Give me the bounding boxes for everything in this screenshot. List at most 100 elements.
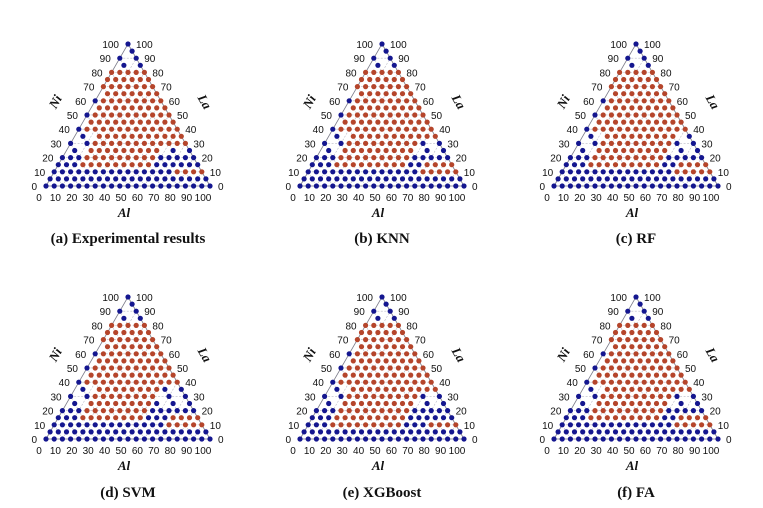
crystalline-point (662, 176, 668, 182)
amorphous-point (600, 365, 606, 371)
amorphous-point (391, 105, 397, 111)
crystalline-point (186, 162, 193, 168)
amorphous-point (371, 322, 377, 328)
amorphous-point (694, 415, 701, 421)
amorphous-point (141, 126, 147, 132)
amorphous-point (600, 155, 606, 161)
crystalline-point (301, 429, 307, 435)
amorphous-point (588, 415, 594, 421)
amorphous-point (621, 91, 627, 97)
amorphous-point (408, 91, 414, 97)
amorphous-point (604, 415, 610, 421)
crystalline-point (658, 436, 664, 442)
tick-label-bottom: 10 (50, 446, 62, 457)
crystalline-point (125, 294, 131, 300)
crystalline-point (387, 183, 393, 189)
tick-label-right: 70 (161, 83, 173, 94)
amorphous-point (166, 112, 172, 118)
crystalline-point (113, 429, 119, 435)
crystalline-point (576, 140, 582, 146)
amorphous-point (100, 126, 106, 132)
crystalline-point (440, 400, 447, 407)
amorphous-point (84, 155, 90, 161)
amorphous-point (141, 393, 147, 399)
crystalline-point (690, 140, 697, 146)
amorphous-point (416, 358, 422, 364)
tick-label-left: 50 (321, 111, 333, 122)
amorphous-point (633, 126, 639, 132)
amorphous-point (158, 365, 164, 371)
crystalline-point (346, 351, 352, 357)
amorphous-point (145, 133, 152, 139)
amorphous-point (367, 162, 373, 168)
crystalline-point (322, 155, 328, 161)
crystalline-point (88, 429, 94, 435)
crystalline-point (576, 422, 582, 428)
amorphous-point (391, 162, 397, 168)
crystalline-point (412, 436, 418, 442)
amorphous-point (170, 133, 176, 139)
tick-label-left: 80 (91, 68, 103, 79)
grid-line (340, 367, 383, 440)
amorphous-point (629, 91, 635, 97)
amorphous-point (96, 119, 102, 125)
ternary-panel-4: 0 10 20 30 40 50 60 70 80 90 100100908070605040302… (31, 293, 224, 501)
crystalline-point (629, 429, 635, 435)
amorphous-point (145, 358, 152, 364)
crystalline-point (670, 162, 676, 168)
amorphous-point (346, 408, 352, 414)
amorphous-point (387, 408, 393, 414)
crystalline-point (449, 176, 455, 182)
crystalline-point (76, 408, 82, 414)
axis-label-bottom: Al (625, 205, 639, 220)
amorphous-point (649, 379, 656, 385)
amorphous-point (399, 400, 406, 407)
amorphous-point (625, 126, 631, 132)
crystalline-point (699, 408, 705, 414)
tick-label-left: 0 (31, 182, 37, 193)
amorphous-point (96, 400, 102, 407)
amorphous-point (383, 119, 389, 125)
tick-label-left: 50 (575, 364, 587, 375)
amorphous-point (100, 351, 106, 357)
amorphous-point (617, 393, 623, 399)
amorphous-point (625, 408, 631, 414)
amorphous-point (363, 155, 369, 161)
tick-label-bottom: 10 (50, 193, 62, 204)
crystalline-point (649, 183, 656, 189)
amorphous-point (617, 140, 623, 146)
amorphous-point (653, 91, 660, 97)
ternary-panel-6: 0 10 20 30 40 50 60 70 80 90 100100908070605040302… (539, 293, 732, 501)
amorphous-point (658, 126, 664, 132)
amorphous-point (113, 162, 119, 168)
amorphous-point (346, 140, 352, 146)
tick-label-left: 20 (42, 154, 54, 165)
crystalline-point (580, 415, 586, 421)
crystalline-point (158, 155, 164, 161)
crystalline-point (715, 183, 721, 189)
crystalline-point (563, 415, 569, 421)
amorphous-point (379, 112, 385, 118)
crystalline-point (199, 183, 205, 189)
amorphous-point (121, 344, 127, 350)
crystalline-point (699, 155, 705, 161)
tick-label-bottom: 80 (165, 446, 177, 457)
amorphous-point (641, 155, 647, 161)
crystalline-point (121, 429, 127, 435)
amorphous-point (96, 372, 102, 378)
crystalline-point (72, 415, 78, 421)
amorphous-point (125, 84, 131, 90)
tick-label-left: 40 (313, 378, 325, 389)
amorphous-point (104, 372, 111, 378)
amorphous-point (133, 98, 139, 104)
crystalline-point (117, 422, 123, 428)
crystalline-point (51, 436, 57, 442)
amorphous-point (350, 358, 356, 364)
amorphous-point (154, 386, 160, 392)
amorphous-point (133, 365, 139, 371)
amorphous-point (125, 393, 131, 399)
amorphous-point (137, 119, 143, 125)
amorphous-point (121, 105, 127, 111)
amorphous-point (408, 133, 414, 139)
amorphous-point (408, 147, 414, 154)
